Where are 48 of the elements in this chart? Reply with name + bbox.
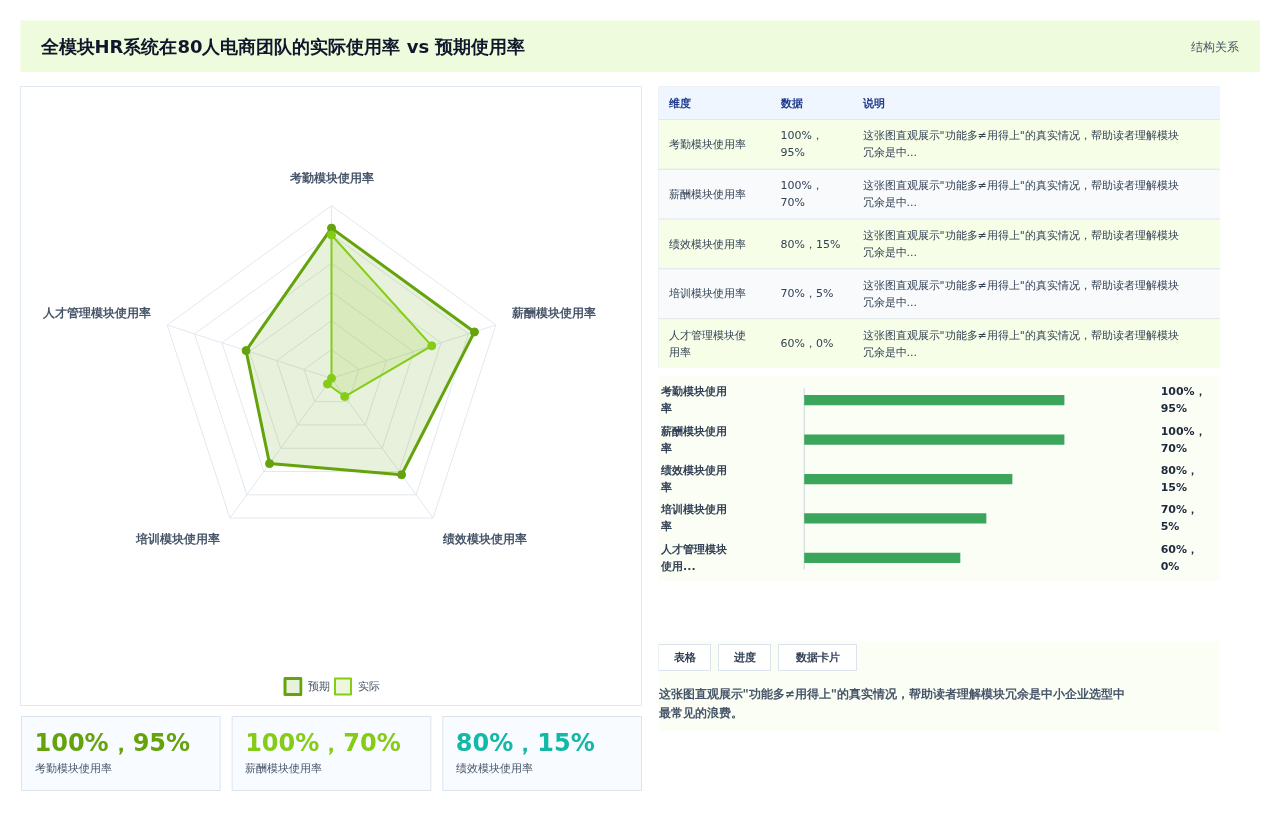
- text: 薪酬模块使用率: [245, 762, 323, 775]
- y-tick-label: 培训模块使用率: [660, 503, 728, 534]
- text: 结构关系: [1190, 39, 1239, 54]
- text: 100%，70%: [1160, 424, 1206, 455]
- text: 这张图直观展示"功能多≠用得上"的真实情况，帮助读者理解模块冗余是中小企业选型中最常见的浪费。: [657, 687, 1126, 720]
- legend-label: 预期: [307, 678, 330, 694]
- legend-label: 实际: [357, 678, 380, 694]
- text: 100%，70%: [780, 179, 823, 210]
- spoke-label: 培训模块使用率: [134, 532, 220, 547]
- chart-title: 全模块HR系统在80人电商团队的实际使用率 vs 预期使用率: [39, 36, 526, 57]
- text: 数据: [779, 96, 803, 110]
- text: 100%，95%: [780, 129, 823, 160]
- bar: [804, 473, 1013, 485]
- text: 考勤模块使用率: [34, 762, 112, 775]
- text: 人才管理模块使用率: [668, 328, 746, 359]
- bar: [804, 513, 987, 524]
- y-tick-label: 考勤模块使用率: [660, 385, 728, 416]
- text: 80%，15%: [1160, 464, 1198, 494]
- bar: [804, 395, 1065, 406]
- spoke-label: 薪酬模块使用率: [511, 305, 597, 320]
- spoke-label: 绩效模块使用率: [442, 532, 528, 547]
- y-tick-label: 薪酬模块使用率: [660, 424, 728, 455]
- text: 80%，15%: [780, 237, 841, 251]
- text: 数据卡片: [794, 651, 840, 664]
- text: 100%，95%: [34, 728, 191, 757]
- spoke-label: 人才管理模块使用率: [41, 305, 151, 320]
- text: 70%，5%: [1160, 503, 1198, 534]
- text: 100%，70%: [245, 728, 401, 757]
- text: 这张图直观展示"功能多≠用得上"的真实情况，帮助读者理解模块冗余是中...: [862, 328, 1179, 359]
- spoke-label: 考勤模块使用率: [288, 170, 374, 185]
- text: 60%，0%: [1160, 542, 1198, 573]
- text: 这张图直观展示"功能多≠用得上"的真实情况，帮助读者理解模块冗余是中...: [862, 278, 1179, 309]
- bar: [804, 552, 961, 563]
- y-tick-label: 绩效模块使用率: [660, 464, 728, 494]
- y-tick-label: 人才管理模块使用...: [660, 542, 728, 573]
- text: 表格: [672, 651, 697, 664]
- text: 绩效模块使用率: [455, 762, 533, 775]
- text: 维度: [667, 96, 691, 110]
- text: 70%，5%: [780, 287, 834, 301]
- text: 这张图直观展示"功能多≠用得上"的真实情况，帮助读者理解模块冗余是中...: [862, 179, 1179, 210]
- text: 60%，0%: [780, 337, 834, 351]
- text: 100%，95%: [1160, 385, 1206, 416]
- text: 这张图直观展示"功能多≠用得上"的真实情况，帮助读者理解模块冗余是中...: [862, 129, 1179, 160]
- text: 这张图直观展示"功能多≠用得上"的真实情况，帮助读者理解模块冗余是中...: [862, 229, 1179, 259]
- bar: [804, 434, 1065, 445]
- text: 进度: [732, 651, 756, 664]
- text: 80%，15%: [455, 728, 595, 757]
- text: 说明: [861, 96, 885, 110]
